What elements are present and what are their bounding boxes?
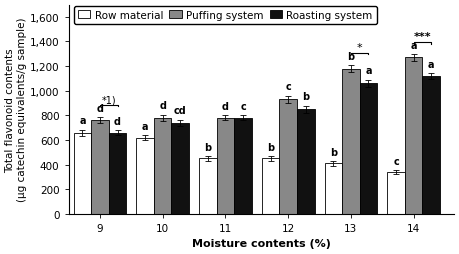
Text: a: a xyxy=(364,66,371,76)
Bar xyxy=(297,110,314,214)
Text: b: b xyxy=(204,142,211,152)
Legend: Row material, Puffing system, Roasting system: Row material, Puffing system, Roasting s… xyxy=(73,7,376,25)
Bar xyxy=(261,159,279,214)
Bar xyxy=(341,69,359,214)
Text: b: b xyxy=(347,51,354,61)
Text: a: a xyxy=(79,116,85,126)
Text: b: b xyxy=(267,142,274,152)
Text: ***: *** xyxy=(413,32,431,42)
Text: *1): *1) xyxy=(101,95,116,105)
Bar xyxy=(234,118,251,214)
Text: d: d xyxy=(96,103,103,114)
X-axis label: Moisture contents (%): Moisture contents (%) xyxy=(192,239,330,248)
Bar xyxy=(73,133,91,214)
Text: a: a xyxy=(409,41,416,51)
Text: c: c xyxy=(285,82,291,92)
Bar xyxy=(199,159,216,214)
Text: cd: cd xyxy=(174,106,186,116)
Text: *: * xyxy=(356,43,362,53)
Text: d: d xyxy=(114,116,121,126)
Text: a: a xyxy=(427,59,434,69)
Text: c: c xyxy=(240,102,246,112)
Text: d: d xyxy=(221,102,229,112)
Bar xyxy=(279,100,297,214)
Y-axis label: Total flavonoid contents
(μg catechin equivalents/g sample): Total flavonoid contents (μg catechin eq… xyxy=(6,18,27,202)
Bar xyxy=(386,172,404,214)
Bar xyxy=(91,121,108,214)
Text: b: b xyxy=(329,147,336,157)
Bar xyxy=(421,77,439,214)
Bar xyxy=(108,133,126,214)
Bar xyxy=(404,58,421,214)
Bar xyxy=(359,84,376,214)
Text: b: b xyxy=(302,92,308,102)
Bar xyxy=(171,123,189,214)
Bar xyxy=(216,118,234,214)
Text: c: c xyxy=(392,156,398,166)
Bar xyxy=(154,118,171,214)
Bar xyxy=(136,138,154,214)
Bar xyxy=(324,164,341,214)
Text: a: a xyxy=(141,121,148,131)
Text: d: d xyxy=(159,101,166,111)
